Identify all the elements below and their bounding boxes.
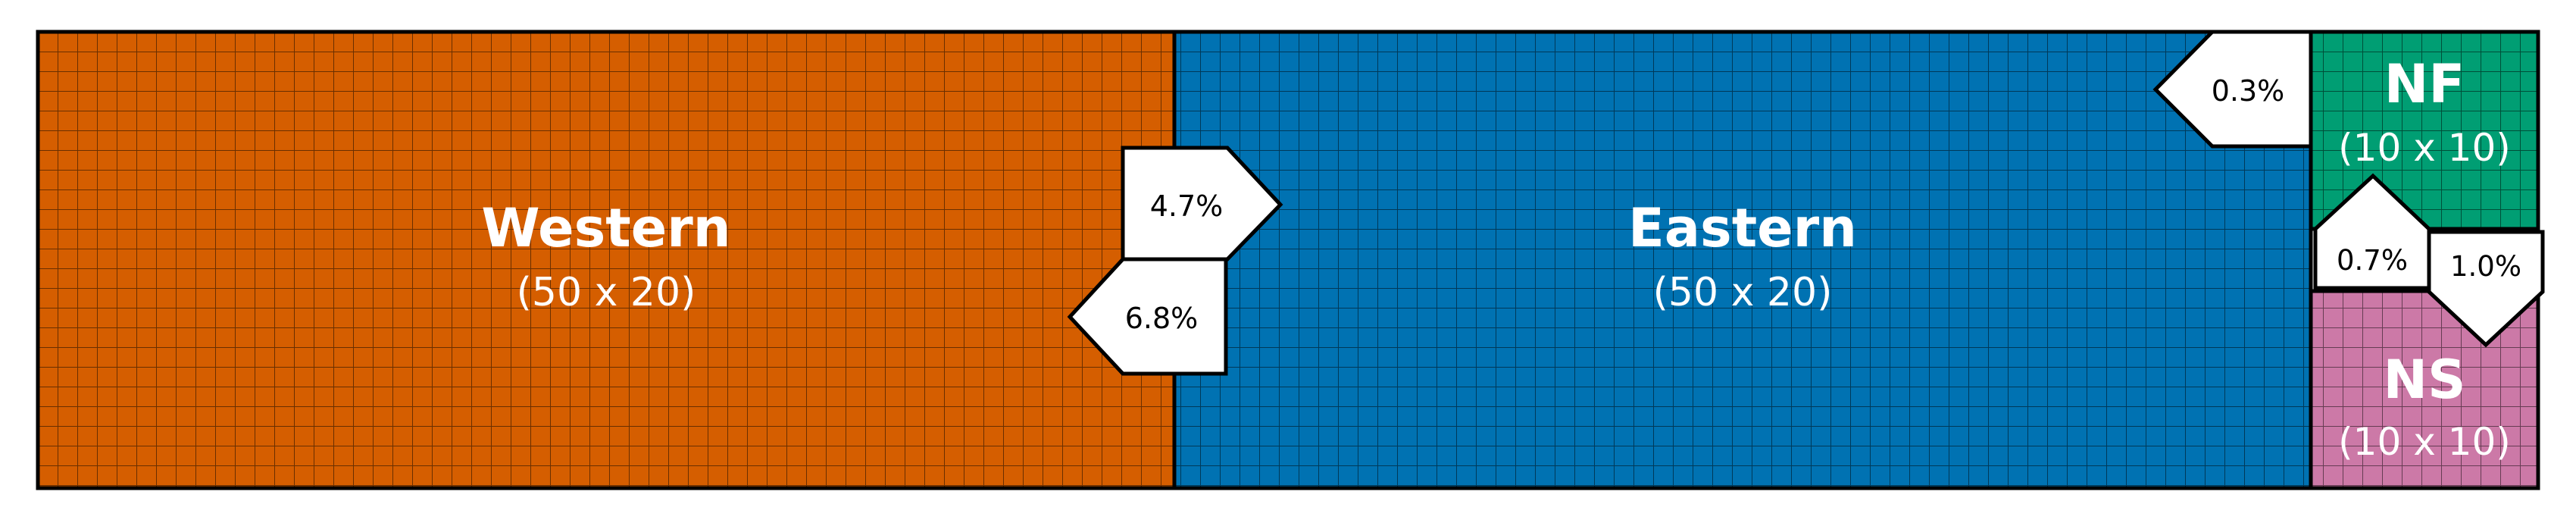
flow-arrow-nf-to-ns: 1.0% (2427, 230, 2545, 348)
arrow-left-shape (1067, 257, 1228, 376)
region-eastern-dims: (50 x 20) (1653, 270, 1833, 315)
flow-arrow-western-to-eastern: 4.7% (1121, 146, 1283, 262)
flow-label: 0.3% (2212, 74, 2285, 108)
region-eastern (1172, 30, 2313, 490)
flow-arrow-nf-to-eastern: 0.3% (2152, 30, 2313, 149)
arrow-up-shape (2313, 173, 2431, 290)
arrow-down-shape (2427, 230, 2545, 348)
region-nf-dims: (10 x 10) (2338, 126, 2511, 170)
arrow-right-shape (1121, 146, 1283, 262)
region-western-dims: (50 x 20) (517, 270, 696, 315)
region-western-name: Western (481, 197, 730, 259)
flow-label: 1.0% (2450, 250, 2521, 283)
region-nf-name: NF (2384, 53, 2465, 115)
flow-label: 6.8% (1125, 302, 1199, 335)
region-western (36, 30, 1177, 490)
flow-arrow-eastern-to-western: 6.8% (1067, 257, 1228, 376)
arrow-left-shape (2152, 30, 2313, 149)
region-eastern-name: Eastern (1628, 197, 1857, 259)
region-ns-dims: (10 x 10) (2338, 420, 2511, 464)
flow-label: 4.7% (1150, 189, 1224, 223)
region-ns-name: NS (2384, 349, 2466, 411)
flow-arrow-ns-to-nf: 0.7% (2313, 173, 2431, 290)
flow-label: 0.7% (2337, 244, 2408, 277)
